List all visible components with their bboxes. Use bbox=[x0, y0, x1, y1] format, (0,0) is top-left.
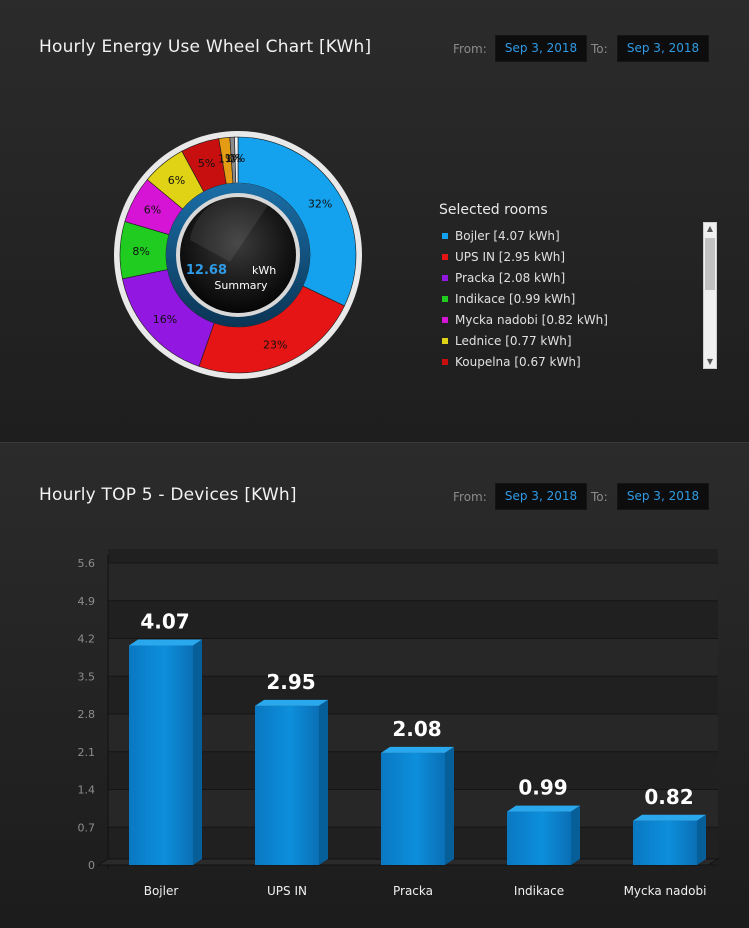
grid-band bbox=[108, 638, 718, 677]
legend-item[interactable]: Pracka [2.08 kWh] bbox=[439, 268, 701, 289]
legend-item[interactable]: Lednice [0.77 kWh] bbox=[439, 331, 701, 352]
legend-swatch bbox=[442, 254, 448, 260]
bar-side bbox=[319, 699, 328, 865]
x-category-label: UPS IN bbox=[267, 884, 307, 898]
y-tick-label: 4.2 bbox=[78, 633, 96, 646]
pie-slice-label: 1% bbox=[224, 152, 241, 165]
scroll-up-icon[interactable]: ▲ bbox=[706, 224, 714, 233]
legend-title: Selected rooms bbox=[439, 202, 548, 218]
bar[interactable] bbox=[633, 820, 697, 865]
top5-panel: Hourly TOP 5 - Devices [KWh] From: Sep 3… bbox=[0, 442, 749, 928]
bar-value-label: 0.82 bbox=[644, 785, 693, 809]
x-category-label: Bojler bbox=[144, 884, 179, 898]
pie-slice-label: 23% bbox=[263, 339, 287, 352]
bar-top bbox=[129, 639, 202, 646]
wheel-chart-title: Hourly Energy Use Wheel Chart [KWh] bbox=[39, 37, 372, 57]
y-tick-label: 4.9 bbox=[78, 595, 96, 608]
from-label-2: From: bbox=[453, 490, 487, 504]
center-caption: Summary bbox=[214, 279, 268, 292]
bar[interactable] bbox=[381, 752, 445, 865]
x-category-label: Pracka bbox=[393, 884, 433, 898]
top5-title: Hourly TOP 5 - Devices [KWh] bbox=[39, 485, 297, 505]
legend-swatch bbox=[442, 275, 448, 281]
bar-top bbox=[255, 699, 328, 706]
bar-top bbox=[507, 805, 580, 812]
x-category-label: Indikace bbox=[514, 884, 564, 898]
legend-swatch bbox=[442, 296, 448, 302]
legend-item[interactable]: UPS IN [2.95 kWh] bbox=[439, 247, 701, 268]
bar[interactable] bbox=[507, 811, 571, 865]
pie-slice-label: 0% bbox=[228, 152, 245, 165]
y-tick-label: 0 bbox=[88, 859, 95, 872]
to-date-input-2[interactable]: Sep 3, 2018 bbox=[617, 483, 709, 510]
bar-side bbox=[571, 805, 580, 865]
legend-label: Indikace [0.99 kWh] bbox=[455, 292, 576, 306]
legend-label: Pracka [2.08 kWh] bbox=[455, 271, 566, 285]
legend-item[interactable]: Mycka nadobi [0.82 kWh] bbox=[439, 310, 701, 331]
legend-label: Mycka nadobi [0.82 kWh] bbox=[455, 313, 608, 327]
y-tick-label: 2.1 bbox=[78, 746, 96, 759]
from-label: From: bbox=[453, 42, 487, 56]
bar-side bbox=[193, 639, 202, 865]
hub bbox=[180, 197, 296, 313]
pie-slice[interactable] bbox=[237, 136, 357, 307]
bar-value-label: 0.99 bbox=[518, 776, 567, 800]
legend-swatch bbox=[442, 359, 448, 365]
wheel-chart-panel: Hourly Energy Use Wheel Chart [KWh] From… bbox=[0, 0, 749, 441]
from-date-input-2[interactable]: Sep 3, 2018 bbox=[495, 483, 587, 510]
legend-list: Bojler [4.07 kWh] UPS IN [2.95 kWh] Pracka… bbox=[439, 226, 701, 370]
to-date-input[interactable]: Sep 3, 2018 bbox=[617, 35, 709, 62]
grid-band bbox=[108, 714, 718, 752]
legend-label: UPS IN [2.95 kWh] bbox=[455, 250, 566, 264]
from-date-input[interactable]: Sep 3, 2018 bbox=[495, 35, 587, 62]
bar-top bbox=[633, 814, 706, 821]
pie-slice-label: 5% bbox=[198, 157, 215, 170]
bar-value-label: 2.08 bbox=[392, 717, 441, 741]
top5-bar-chart: 0 0.7 1.4 2.1 2.8 3.5 4.2 4.9 5.6 4.07 Bojler 2.95… bbox=[78, 549, 720, 898]
legend: Selected rooms Bojler [4.07 kWh] UPS IN [… bbox=[439, 202, 719, 369]
legend-item[interactable]: Bojler [4.07 kWh] bbox=[439, 226, 701, 247]
pie-slice-label: 6% bbox=[168, 174, 185, 187]
pie-slice-label: 32% bbox=[308, 197, 332, 210]
x-category-label: Mycka nadobi bbox=[624, 884, 707, 898]
bar-side bbox=[445, 746, 454, 865]
grid-band bbox=[108, 563, 718, 601]
scroll-down-icon[interactable]: ▼ bbox=[706, 357, 714, 366]
legend-label: Bojler [4.07 kWh] bbox=[455, 229, 560, 243]
pie-slice-label: 1% bbox=[218, 153, 235, 166]
legend-swatch bbox=[442, 338, 448, 344]
legend-swatch bbox=[442, 233, 448, 239]
legend-scrollbar[interactable]: ▲ ▼ bbox=[703, 222, 717, 369]
bar-value-label: 2.95 bbox=[266, 670, 315, 694]
bar-value-label: 4.07 bbox=[140, 610, 189, 634]
legend-item[interactable]: Koupelna [0.67 kWh] bbox=[439, 352, 701, 370]
y-tick-label: 2.8 bbox=[78, 708, 96, 721]
center-value: 12.68 bbox=[186, 263, 227, 278]
wheel-chart: 32%23%16%8%6%6%5% 1%1%0% 12.68 kWh Summar… bbox=[114, 131, 362, 379]
bar-top bbox=[381, 746, 454, 753]
y-tick-label: 1.4 bbox=[78, 784, 96, 797]
scroll-thumb[interactable] bbox=[705, 238, 715, 290]
y-tick-label: 3.5 bbox=[78, 670, 96, 683]
to-label: To: bbox=[591, 42, 608, 56]
bar-side bbox=[697, 814, 706, 865]
legend-label: Koupelna [0.67 kWh] bbox=[455, 355, 581, 369]
bar[interactable] bbox=[255, 705, 319, 865]
legend-item[interactable]: Indikace [0.99 kWh] bbox=[439, 289, 701, 310]
hub-glare bbox=[190, 196, 268, 262]
y-tick-label: 0.7 bbox=[78, 821, 96, 834]
y-tick-label: 5.6 bbox=[78, 557, 96, 570]
to-label-2: To: bbox=[591, 490, 608, 504]
bar[interactable] bbox=[129, 645, 193, 865]
center-unit: kWh bbox=[252, 264, 276, 277]
pie-slice-label: 6% bbox=[144, 203, 161, 216]
pie-slice-label: 16% bbox=[153, 313, 177, 326]
pie-slice-label: 8% bbox=[132, 245, 149, 258]
legend-swatch bbox=[442, 317, 448, 323]
legend-label: Lednice [0.77 kWh] bbox=[455, 334, 572, 348]
